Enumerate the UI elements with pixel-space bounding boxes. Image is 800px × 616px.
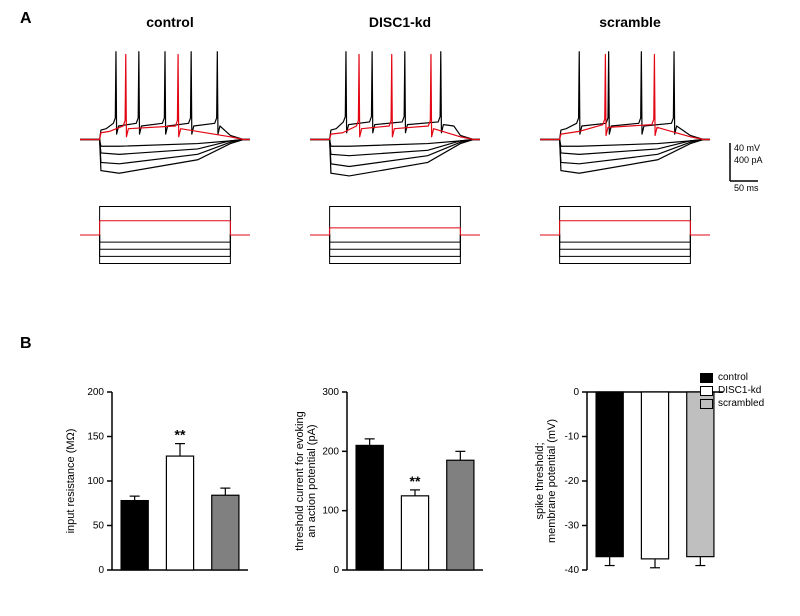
svg-text:threshold current for evoking: threshold current for evoking: [295, 411, 306, 550]
legend-label-2: scrambled: [718, 398, 764, 409]
svg-text:0: 0: [333, 565, 339, 576]
svg-text:-10: -10: [565, 432, 580, 443]
chart-0: 0 50 100 150 200 ** input resistance (MΩ): [60, 380, 260, 590]
chart-1: 0 100 200 300 ** threshold current for evokin…: [295, 380, 495, 590]
panel-a-title-2: scramble: [540, 14, 720, 30]
legend-swatch-0: [700, 373, 713, 383]
svg-text:-20: -20: [565, 476, 580, 487]
chart-2: -40 -30 -20 -10 0 spike threshold;membrane po…: [535, 380, 735, 590]
panel-a-title-0: control: [80, 14, 260, 30]
svg-text:0: 0: [573, 387, 579, 398]
legend-swatch-2: [700, 399, 713, 409]
svg-text:100: 100: [322, 506, 339, 517]
svg-text:300: 300: [322, 387, 339, 398]
scalebar-mv: 40 mV: [734, 143, 760, 153]
legend-item-2: scrambled: [700, 398, 764, 409]
svg-text:**: **: [175, 427, 186, 443]
legend: control DISC1-kd scrambled: [700, 372, 764, 411]
svg-text:-40: -40: [565, 565, 580, 576]
svg-text:50: 50: [93, 521, 105, 532]
svg-text:-30: -30: [565, 521, 580, 532]
panel-a-label: A: [20, 10, 32, 28]
legend-item-0: control: [700, 372, 764, 383]
svg-text:200: 200: [87, 387, 104, 398]
legend-item-1: DISC1-kd: [700, 385, 764, 396]
panel-a-title-1: DISC1-kd: [310, 14, 490, 30]
legend-label-0: control: [718, 372, 748, 383]
svg-text:100: 100: [87, 476, 104, 487]
svg-text:200: 200: [322, 446, 339, 457]
trace-panel-2: [530, 40, 730, 280]
svg-text:**: **: [410, 473, 421, 489]
svg-text:membrane potential (mV): membrane potential (mV): [546, 419, 558, 543]
legend-swatch-1: [700, 386, 713, 396]
scalebar-pa: 400 pA: [734, 155, 763, 165]
svg-text:input resistance (MΩ): input resistance (MΩ): [65, 429, 77, 534]
legend-label-1: DISC1-kd: [718, 385, 761, 396]
svg-text:an action potential (pA): an action potential (pA): [306, 424, 318, 537]
trace-panel-0: [70, 40, 270, 280]
panel-b-label: B: [20, 335, 32, 353]
scalebar-svg: [728, 143, 798, 213]
svg-text:spike threshold;: spike threshold;: [535, 442, 546, 519]
scalebar-ms: 50 ms: [734, 183, 759, 193]
svg-text:0: 0: [98, 565, 104, 576]
scalebar: 40 mV 400 pA 50 ms: [728, 143, 798, 213]
trace-panel-1: [300, 40, 500, 280]
svg-text:150: 150: [87, 432, 104, 443]
